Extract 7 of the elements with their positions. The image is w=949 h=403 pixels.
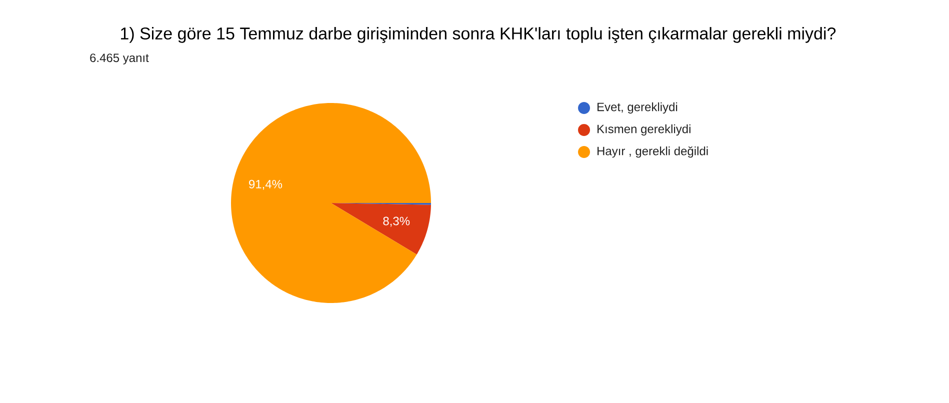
- legend-label: Hayır , gerekli değildi: [598, 146, 708, 158]
- text: 6.465 yanıt: [90, 54, 149, 64]
- legend-label: Kısmen gerekliydi: [598, 124, 690, 136]
- data-label: 91,4%: [249, 180, 282, 190]
- chart-title: 1) Size göre 15 Temmuz darbe girişiminden sonra KHK'ları toplu işten çıkarmalar gerekli miydi?: [121, 27, 836, 43]
- data-label: 8,3%: [383, 216, 410, 227]
- legend-label: Evet, gerekliydi: [598, 102, 678, 114]
